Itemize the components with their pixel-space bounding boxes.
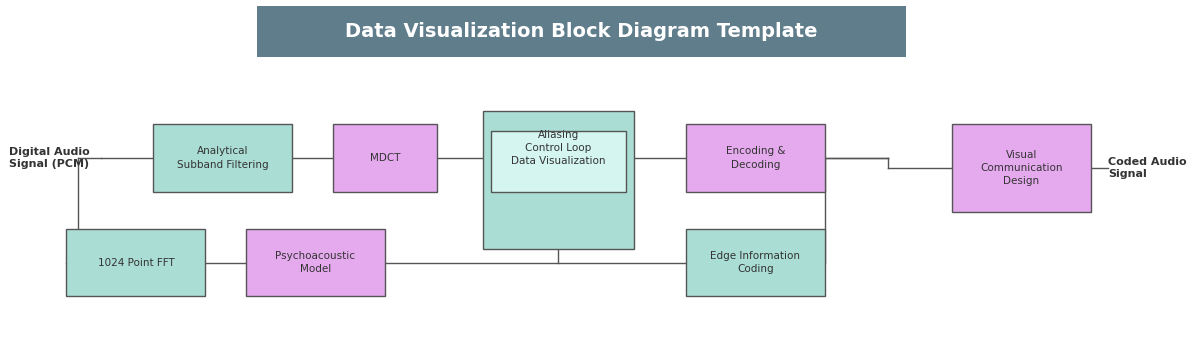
Text: Aliasing
Control Loop: Aliasing Control Loop: [526, 130, 592, 153]
FancyBboxPatch shape: [258, 6, 906, 57]
FancyBboxPatch shape: [154, 124, 292, 192]
Text: Analytical
Subband Filtering: Analytical Subband Filtering: [176, 146, 269, 169]
FancyBboxPatch shape: [332, 124, 437, 192]
Text: Data Visualization Block Diagram Template: Data Visualization Block Diagram Templat…: [346, 22, 818, 41]
FancyBboxPatch shape: [686, 124, 824, 192]
Text: Data Visualization: Data Visualization: [511, 156, 606, 166]
Text: Psychoacoustic
Model: Psychoacoustic Model: [275, 251, 355, 274]
FancyBboxPatch shape: [686, 229, 824, 296]
Text: MDCT: MDCT: [370, 153, 400, 163]
FancyBboxPatch shape: [66, 229, 205, 296]
FancyBboxPatch shape: [246, 229, 385, 296]
FancyBboxPatch shape: [952, 124, 1091, 212]
Text: Visual
Communication
Design: Visual Communication Design: [980, 150, 1063, 186]
Text: Digital Audio
Signal (PCM): Digital Audio Signal (PCM): [8, 147, 89, 169]
Text: 1024 Point FFT: 1024 Point FFT: [97, 258, 174, 268]
FancyBboxPatch shape: [484, 111, 634, 249]
Text: Encoding &
Decoding: Encoding & Decoding: [726, 146, 785, 169]
Text: Coded Audio
Signal: Coded Audio Signal: [1109, 157, 1187, 179]
Text: Edge Information
Coding: Edge Information Coding: [710, 251, 800, 274]
FancyBboxPatch shape: [491, 131, 625, 192]
